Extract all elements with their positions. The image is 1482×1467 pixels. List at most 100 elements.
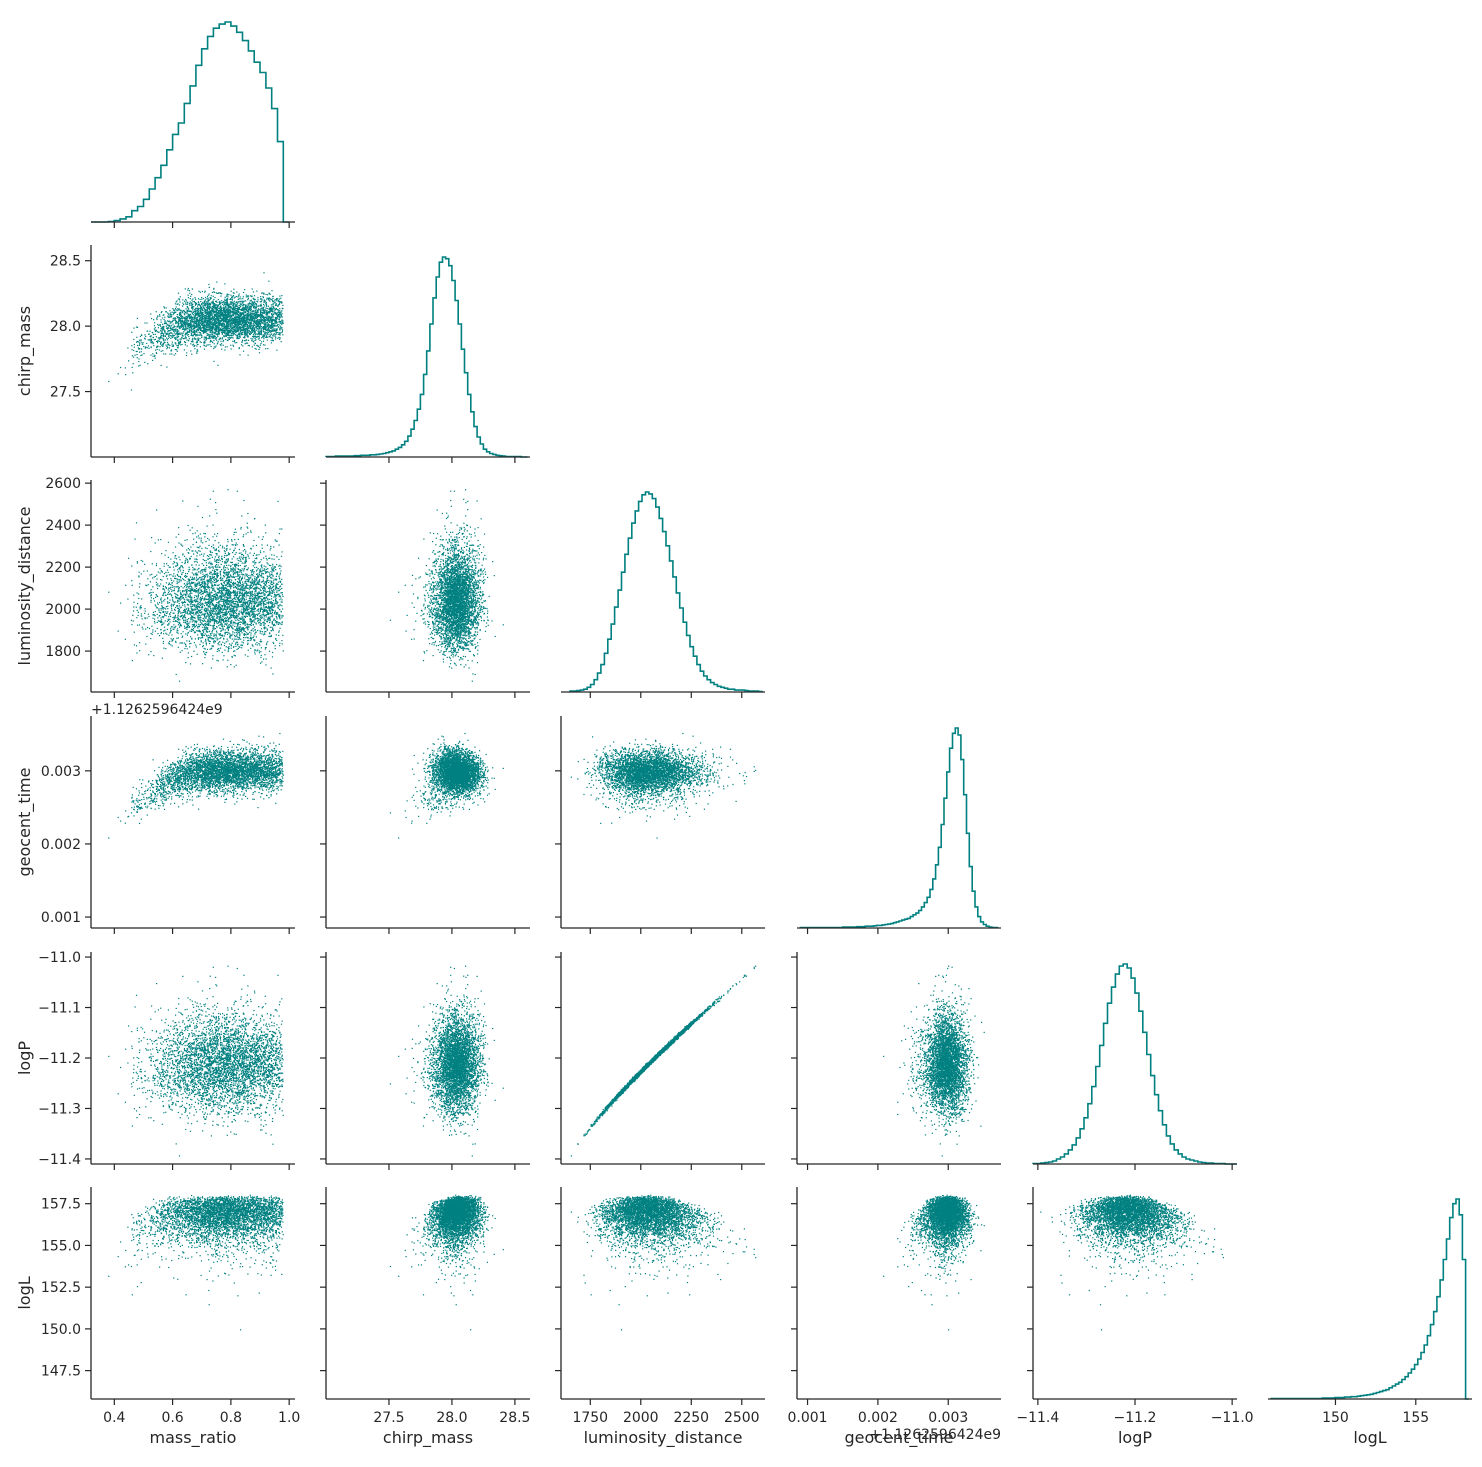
scatter-point xyxy=(232,335,233,336)
scatter-point xyxy=(157,324,158,325)
scatter-point xyxy=(214,333,215,334)
scatter-point xyxy=(188,321,189,322)
scatter-point xyxy=(271,313,272,314)
scatter-point xyxy=(269,308,270,309)
scatter-point xyxy=(187,302,188,303)
scatter-point xyxy=(263,341,264,342)
scatter-point xyxy=(166,575,167,576)
scatter-point xyxy=(260,312,261,313)
scatter-point xyxy=(243,314,244,315)
scatter-point xyxy=(275,322,276,323)
scatter-point xyxy=(239,347,240,348)
scatter-point xyxy=(182,312,183,313)
scatter-point xyxy=(179,299,180,300)
scatter-point xyxy=(224,310,225,311)
scatter-point xyxy=(173,331,174,332)
scatter-point xyxy=(210,298,211,299)
scatter-point xyxy=(261,623,262,624)
scatter-point xyxy=(206,323,207,324)
scatter-point xyxy=(260,624,261,625)
scatter-point xyxy=(200,318,201,319)
scatter-point xyxy=(246,320,247,321)
scatter-point xyxy=(195,550,196,551)
scatter-point xyxy=(242,301,243,302)
scatter-point xyxy=(275,620,276,621)
scatter-point xyxy=(187,312,188,313)
scatter-point xyxy=(278,319,279,320)
scatter-point xyxy=(239,323,240,324)
scatter-point xyxy=(187,345,188,346)
scatter-point xyxy=(241,341,242,342)
scatter-point xyxy=(144,323,145,324)
scatter-point xyxy=(239,332,240,333)
scatter-point xyxy=(250,333,251,334)
scatter-point xyxy=(247,316,248,317)
scatter-point xyxy=(250,338,251,339)
scatter-point xyxy=(183,327,184,328)
scatter-point xyxy=(265,348,266,349)
scatter-point xyxy=(282,551,283,552)
scatter-point xyxy=(271,325,272,326)
scatter-point xyxy=(178,336,179,337)
scatter-point xyxy=(226,305,227,306)
scatter-point xyxy=(225,297,226,298)
scatter-point xyxy=(219,310,220,311)
scatter-point xyxy=(224,307,225,308)
scatter-point xyxy=(243,351,244,352)
scatter-point xyxy=(243,321,244,322)
scatter-point xyxy=(175,349,176,350)
scatter-point xyxy=(168,635,169,636)
scatter-point xyxy=(240,316,241,317)
scatter-point xyxy=(200,326,201,327)
scatter-point xyxy=(276,350,277,351)
scatter-point xyxy=(258,336,259,337)
scatter-point xyxy=(202,627,203,628)
scatter-point xyxy=(139,352,140,353)
scatter-point xyxy=(253,298,254,299)
scatter-point xyxy=(204,321,205,322)
scatter-point xyxy=(197,320,198,321)
scatter-point xyxy=(252,338,253,339)
scatter-point xyxy=(213,614,214,615)
scatter-point xyxy=(132,355,133,356)
scatter-point xyxy=(215,324,216,325)
scatter-point xyxy=(268,324,269,325)
scatter-point xyxy=(266,315,267,316)
scatter-point xyxy=(236,306,237,307)
scatter-point xyxy=(205,310,206,311)
scatter-point xyxy=(256,322,257,323)
scatter-point xyxy=(224,330,225,331)
scatter-point xyxy=(272,298,273,299)
scatter-point xyxy=(225,314,226,315)
scatter-point xyxy=(161,610,162,611)
scatter-point xyxy=(256,305,257,306)
scatter-point xyxy=(196,346,197,347)
scatter-point xyxy=(240,301,241,302)
scatter-point xyxy=(276,305,277,306)
scatter-point xyxy=(205,313,206,314)
scatter-point xyxy=(155,334,156,335)
scatter-point xyxy=(170,328,171,329)
scatter-point xyxy=(202,302,203,303)
scatter-point xyxy=(179,581,180,582)
scatter-point xyxy=(185,324,186,325)
scatter-point xyxy=(247,332,248,333)
scatter-point xyxy=(250,307,251,308)
scatter-point xyxy=(174,329,175,330)
scatter-point xyxy=(230,299,231,300)
scatter-point xyxy=(227,640,228,641)
scatter-point xyxy=(254,578,255,579)
scatter-point xyxy=(166,328,167,329)
scatter-point xyxy=(192,313,193,314)
scatter-point xyxy=(236,326,237,327)
scatter-point xyxy=(204,329,205,330)
scatter-point xyxy=(256,309,257,310)
scatter-point xyxy=(230,323,231,324)
scatter-point xyxy=(233,311,234,312)
scatter-point xyxy=(232,337,233,338)
scatter-point xyxy=(217,322,218,323)
scatter-point xyxy=(135,355,136,356)
scatter-point xyxy=(269,565,270,566)
scatter-point xyxy=(247,656,248,657)
scatter-point xyxy=(263,338,264,339)
